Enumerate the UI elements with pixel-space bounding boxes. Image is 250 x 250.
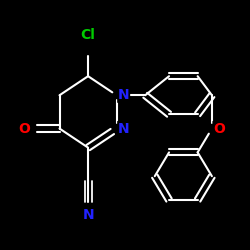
Text: O: O — [213, 122, 225, 136]
Text: N: N — [118, 122, 130, 136]
Text: O: O — [18, 122, 30, 136]
Text: N: N — [118, 88, 130, 102]
Text: Cl: Cl — [81, 28, 96, 42]
Text: N: N — [82, 208, 94, 222]
